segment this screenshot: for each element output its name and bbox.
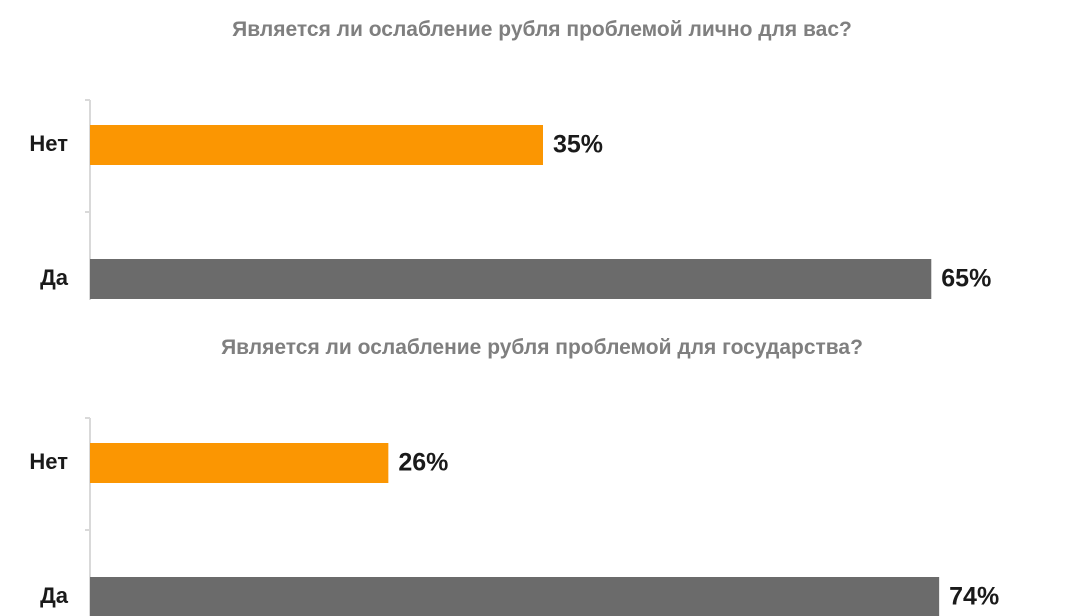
category-label: Нет [29, 131, 68, 156]
chart-title: Является ли ослабление рубля проблемой д… [221, 336, 863, 359]
chart-title: Является ли ослабление рубля проблемой л… [232, 18, 852, 41]
bar-no [90, 443, 389, 483]
chart-state: Является ли ослабление рубля проблемой д… [0, 318, 1084, 616]
chart-plot: Нет 26% Да 74% [29, 417, 999, 616]
value-label: 35% [553, 131, 603, 159]
category-label: Нет [29, 449, 68, 474]
value-label: 26% [398, 449, 448, 477]
category-label: Да [40, 583, 69, 608]
bar-yes [90, 577, 940, 616]
chart-plot: Нет 35% Да 65% [29, 99, 991, 300]
category-label: Да [40, 265, 69, 290]
bar-yes [90, 259, 932, 299]
chart-personal: Является ли ослабление рубля проблемой л… [0, 0, 1084, 300]
value-label: 74% [949, 583, 999, 611]
value-label: 65% [941, 265, 991, 293]
bar-no [90, 125, 543, 165]
